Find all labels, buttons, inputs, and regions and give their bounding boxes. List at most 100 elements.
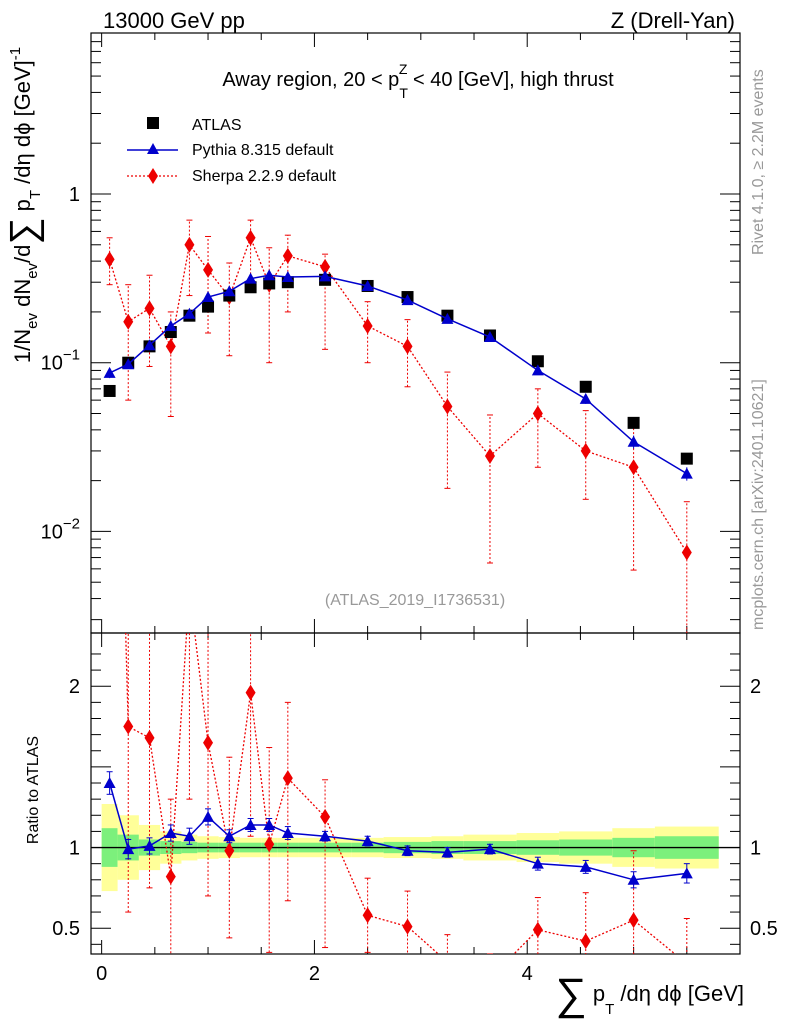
y-tick-label: 10−2 [41,515,80,543]
ratio-pythia-point [627,873,640,885]
atlas-point [531,355,544,368]
pythia-point [223,285,236,297]
pythia-point [183,307,196,319]
sherpa-point [681,544,692,561]
analysis-watermark: (ATLAS_2019_I1736531) [325,592,505,609]
sherpa-point [282,247,293,264]
ratio-sherpa-point [245,684,256,701]
ratio-pythia-point [183,830,196,842]
legend-marker-pythia [147,143,159,154]
atlas-point [627,416,640,429]
ratio-sherpa-point [105,33,115,49]
pythia-point [263,269,276,281]
ratio-sherpa-point [485,970,495,986]
ratio-sherpa-point [123,718,134,735]
legend: ATLAS Pythia 8.315 default Sherpa 2.2.9 … [127,117,337,185]
ratio-sherpa-point [224,842,235,859]
y-tick-label: 1 [69,184,80,206]
ratio-sherpa-point [144,729,155,746]
ratio-pythia-point [579,860,592,872]
pythia-point [122,358,135,370]
ratio-pythia-point [483,843,496,855]
ratio-sherpa-point [184,581,194,597]
pythia-point [281,271,294,283]
sherpa-point [184,236,195,253]
ratio-sherpa-point [402,918,413,935]
sherpa-point [123,313,134,330]
ratio-plot-series [91,33,740,986]
sherpa-point [402,338,413,355]
ratio-pythia-point [143,839,156,851]
chart-title: Away region, 20 < pTZ < 40 [GeV], high t… [222,61,614,101]
atlas-point [579,380,592,393]
pythia-point [319,270,332,282]
pythia-point [483,331,496,343]
ratio-sherpa-point [320,808,331,825]
ratio-y-tick-label: 2 [69,676,80,698]
sherpa-point [628,459,639,476]
header-left: 13000 GeV pp [103,8,245,33]
ratio-pythia-point [281,827,294,839]
legend-label-sherpa: Sherpa 2.2.9 default [192,168,337,185]
y-tick-label: 10−1 [41,347,80,375]
ratio-pythia-point [263,818,276,830]
ratio-sherpa-point [362,907,373,924]
pythia-point [143,339,156,351]
ratio-frame [90,632,741,955]
x-tick-label: 4 [522,963,533,985]
ratio-y-tick-label-right: 1 [750,838,761,860]
header-right: Z (Drell-Yan) [611,8,735,33]
legend-marker-atlas [147,117,159,129]
x-axis-label: ∑ pT /dη dϕ [GeV] [555,970,744,1019]
atlas-point [244,281,257,294]
ratio-sherpa-point [165,868,176,885]
sherpa-point [442,398,453,415]
pythia-point [361,279,374,291]
pythia-point [579,392,592,404]
ratio-pythia-point [531,857,544,869]
ratio-sherpa-point [682,956,692,972]
ratio-pythia-point [361,835,374,847]
sherpa-point [580,442,591,459]
atlas-point [202,300,215,313]
pythia-point [531,364,544,376]
ratio-pythia-point [680,867,693,879]
atlas-point [680,452,693,465]
pythia-point [627,435,640,447]
ratio-pythia-point [319,830,332,842]
axis-ticks: 0 2 4 1 10−1 10−2 0.5 0.5 1 1 2 2 [41,32,778,985]
ratio-y-tick-label: 1 [69,838,80,860]
rivet-label: Rivet 4.1.0, ≥ 2.2M events [750,69,767,255]
sherpa-point [484,447,495,464]
atlas-point [103,384,116,397]
pythia-point [103,366,116,378]
ratio-sherpa-point [203,734,214,751]
y-axis-label-ratio: Ratio to ATLAS [25,736,42,844]
sherpa-point [144,300,155,317]
pythia-point [680,467,693,479]
pythia-line [109,274,688,475]
ratio-y-tick-label-right: 2 [750,676,761,698]
ratio-pythia-point [223,830,236,842]
ratio-pythia-point [164,827,177,839]
atlas-point [263,277,276,290]
legend-marker-sherpa [148,168,158,184]
pythia-point [202,291,215,303]
legend-label-atlas: ATLAS [192,117,242,134]
ratio-pythia-point [244,818,257,830]
sherpa-point [245,229,256,246]
pythia-point [164,320,177,332]
main-plot-series [103,219,693,633]
ratio-pythia-point [441,846,454,858]
legend-label-pythia: Pythia 8.315 default [192,142,334,159]
ratio-pythia-point [103,777,116,789]
ratio-sherpa-point [580,933,591,950]
x-tick-label: 0 [96,963,107,985]
pythia-point [244,272,257,284]
sherpa-point [165,338,176,355]
sherpa-point [320,258,331,275]
sherpa-point [104,251,115,268]
main-frame [90,32,741,634]
ratio-pythia-point [202,810,215,822]
